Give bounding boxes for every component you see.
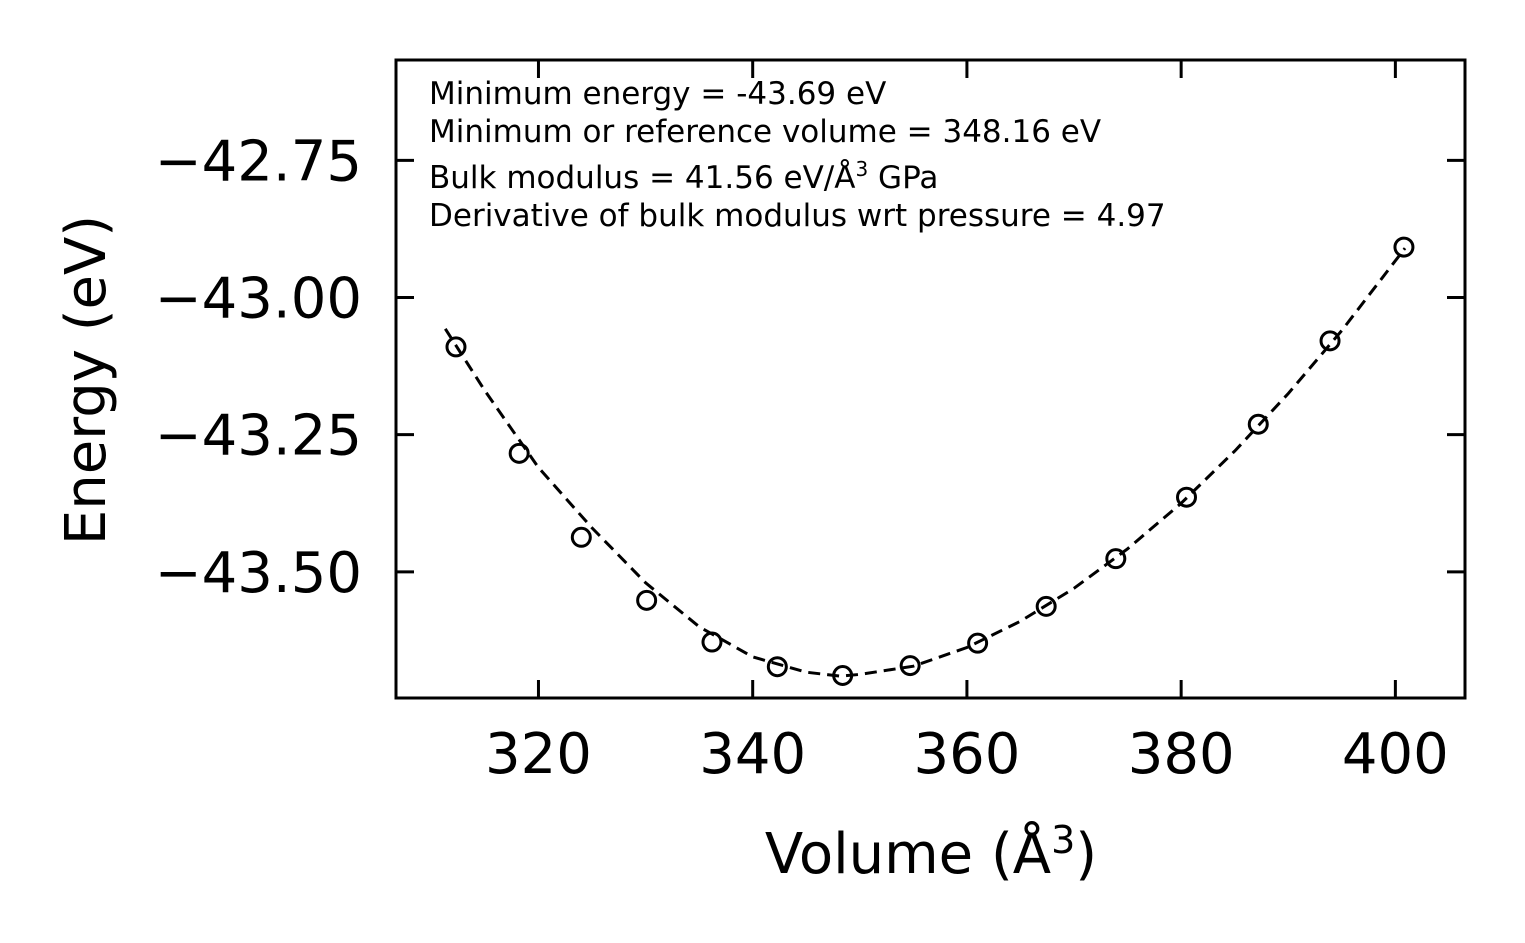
plot-frame xyxy=(394,58,1467,700)
x-tick-label: 320 xyxy=(485,722,592,787)
x-tick-label: 380 xyxy=(1128,722,1235,787)
data-point xyxy=(445,336,467,358)
annotation-min-volume: Minimum or reference volume = 348.16 eV xyxy=(429,114,1101,150)
annotation-bulk-modulus: Bulk modulus = 41.56 eV/Å3 GPa xyxy=(429,157,938,196)
y-axis-ticks: −42.75 −43.00 −43.25 −43.50 xyxy=(155,129,1465,606)
data-point xyxy=(1035,595,1057,617)
y-tick-label: −43.00 xyxy=(155,267,362,332)
data-point xyxy=(701,631,723,653)
series-layer xyxy=(444,236,1415,687)
x-axis-label-close: ) xyxy=(1075,822,1097,887)
x-tick-label: 340 xyxy=(699,722,806,787)
data-point xyxy=(1393,236,1415,258)
annotation-box: Minimum energy = -43.69 eV Minimum or re… xyxy=(429,76,1166,234)
data-point xyxy=(570,526,592,548)
annotation-bulk-sup: 3 xyxy=(855,157,868,181)
y-axis-label: Energy (eV) xyxy=(54,215,119,545)
data-point xyxy=(636,589,658,611)
fit-curve xyxy=(444,247,1407,678)
y-tick-label: −43.25 xyxy=(155,404,362,469)
y-tick-label: −43.50 xyxy=(155,541,362,606)
x-axis-label-text: Volume (Å xyxy=(765,821,1051,887)
annotation-min-energy: Minimum energy = -43.69 eV xyxy=(429,76,886,112)
data-point xyxy=(766,656,788,678)
x-axis-label: Volume (Å3) xyxy=(765,818,1097,887)
x-tick-label: 400 xyxy=(1342,722,1449,787)
data-point xyxy=(1319,330,1341,352)
x-axis-ticks: 320 340 360 380 400 xyxy=(485,60,1449,787)
y-tick-label: −42.75 xyxy=(155,129,362,194)
plot-area xyxy=(396,60,1465,698)
data-point xyxy=(1247,413,1269,435)
x-axis-label-sup: 3 xyxy=(1051,818,1075,862)
data-point xyxy=(1176,486,1198,508)
annotation-bulk-derivative: Derivative of bulk modulus wrt pressure … xyxy=(429,198,1166,234)
data-point xyxy=(508,442,530,464)
x-tick-label: 360 xyxy=(913,722,1020,787)
data-point xyxy=(832,665,854,687)
data-point xyxy=(967,632,989,654)
data-point xyxy=(899,655,921,677)
annotation-bulk-prefix: Bulk modulus = 41.56 eV/Å xyxy=(429,160,855,196)
annotation-bulk-suffix: GPa xyxy=(868,160,938,196)
data-point xyxy=(1105,548,1127,570)
